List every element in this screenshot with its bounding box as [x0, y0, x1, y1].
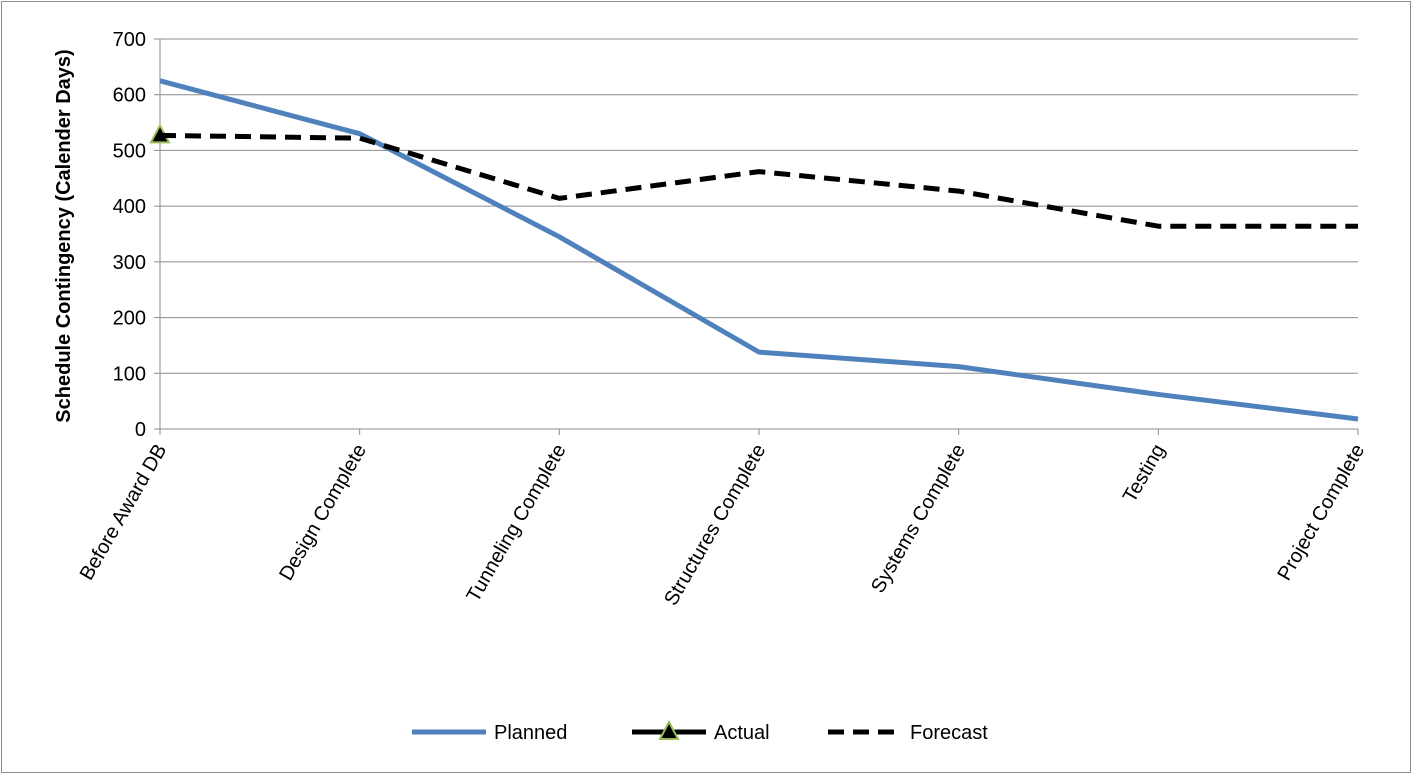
y-tick-label: 0 — [135, 419, 146, 441]
x-tick-label: Testing — [1119, 441, 1170, 507]
x-tick-label: Structures Complete — [660, 441, 770, 610]
legend: Planned Actual Forecast — [412, 719, 988, 744]
x-tick-label: Design Complete — [275, 441, 371, 585]
gridlines — [160, 38, 1358, 374]
y-tick-label: 700 — [113, 29, 146, 51]
legend-label-forecast: Forecast — [910, 722, 988, 744]
y-tick-label: 500 — [113, 140, 146, 162]
x-tick-label: Tunneling Complete — [462, 441, 570, 606]
legend-label-planned: Planned — [494, 722, 567, 744]
series-line-planned — [159, 78, 1359, 422]
series-line-forecast — [159, 132, 1358, 229]
x-tick-label: Project Complete — [1274, 441, 1370, 585]
x-tick-label: Systems Complete — [867, 441, 970, 597]
legend-item-actual: Actual — [632, 719, 770, 744]
y-tick-label: 400 — [113, 196, 146, 218]
y-tick-label: 300 — [113, 252, 146, 274]
axes: 0 100 200 300 400 500 600 700 Before Award DB Des… — [76, 29, 1370, 609]
legend-item-planned: Planned — [412, 722, 567, 744]
legend-label-actual: Actual — [714, 722, 770, 744]
x-tick-label: Before Award DB — [76, 441, 172, 585]
y-tick-label: 100 — [113, 363, 146, 385]
legend-marker-actual — [658, 719, 680, 740]
y-axis-title: Schedule Contingency (Calender Days) — [53, 49, 75, 422]
y-tick-label: 600 — [113, 85, 146, 107]
plot-area — [149, 78, 1359, 422]
y-tick-label: 200 — [113, 308, 146, 330]
legend-item-forecast: Forecast — [828, 722, 988, 744]
